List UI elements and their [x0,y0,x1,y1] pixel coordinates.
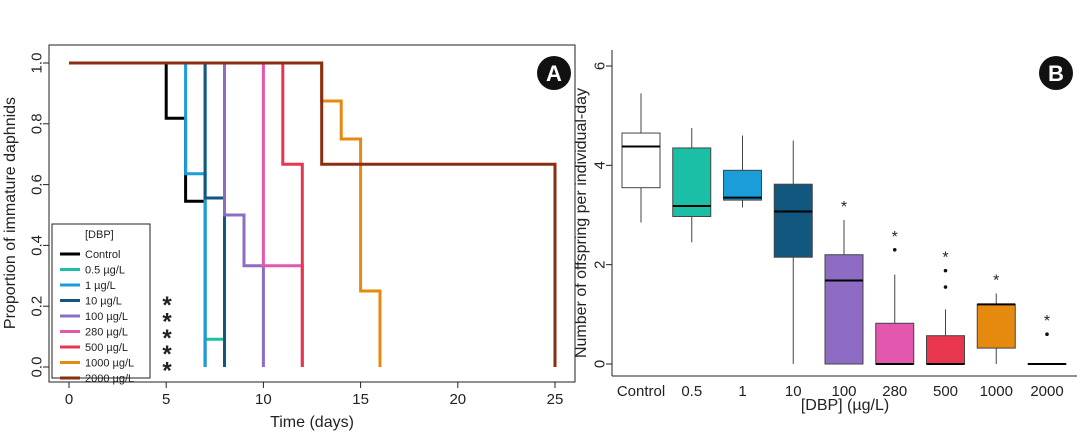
x-tick-label: 10 [255,391,272,408]
panel-a-badge: A [537,56,571,90]
panel-a-y-axis-label: Proportion of immature daphnids [2,97,19,329]
legend-label: 100 µg/L [85,311,128,323]
significance-star: * [1044,313,1050,330]
x-tick-label: 15 [352,391,369,408]
panel-b-y-axis: 0 2 4 6 [592,62,612,368]
y-tick-label: 0.2 [29,296,46,317]
box-group: * [926,250,965,365]
box [875,322,915,365]
x-tick-label: Control [617,383,665,400]
panel-b-x-axis: Control 0.5 1 10 100 280 500 1000 2000 [617,383,1064,400]
y-tick-label: 0.0 [29,357,46,378]
legend-label: 280 µg/L [85,327,128,339]
panel-b-badge: B [1039,56,1073,90]
y-tick-label: 0.8 [29,113,46,134]
x-tick-label: 0 [65,391,73,408]
box [773,183,813,258]
box-group: * [976,272,1016,364]
x-tick-label: 5 [162,391,170,408]
significance-star: * [162,308,172,335]
significance-star: * [841,199,847,216]
legend-label: 500 µg/L [85,342,128,354]
x-tick-label: 280 [882,383,907,400]
box-group: * [1027,313,1067,365]
panel-b-y-axis-label: Number of offspring per individual-day [573,88,590,358]
y-tick-label: 4 [592,161,609,169]
box [621,132,661,189]
y-tick-label: 0.4 [29,235,46,256]
x-tick-label: 1 [738,383,746,400]
legend-label: 10 µg/L [85,296,122,308]
box [926,335,965,365]
y-tick-label: 1.0 [29,53,46,74]
legend-label: 1 µg/L [85,280,116,292]
survival-line [69,61,557,367]
panel-a-x-axis-label: Time (days) [270,414,354,431]
x-tick-label: 25 [547,391,564,408]
outlier-point [943,285,948,289]
panel-a-y-axis: 0.0 0.2 0.4 0.6 0.8 1.0 [29,53,49,378]
box-group [621,93,661,223]
outlier-point [892,247,897,252]
significance-star: * [993,272,999,289]
outlier-point [943,268,948,273]
legend-label: 1000 µg/L [85,358,134,370]
significance-star: * [162,341,172,368]
legend-title: [DBP] [85,229,114,241]
box-group: * [824,199,864,365]
panel-a-badge-label: A [546,61,562,86]
legend-label: 0.5 µg/L [85,265,125,277]
y-tick-label: 6 [592,62,609,70]
x-tick-label: 2000 [1030,383,1063,400]
x-tick-label: 1000 [980,383,1013,400]
box [824,254,864,365]
panel-b-x-axis-label: [DBP] (µg/L) [801,397,889,414]
y-tick-label: 0.6 [29,174,46,195]
box [723,169,762,201]
panel-a-series-lines [69,61,557,367]
legend-label: 2000 µg/L [85,373,134,385]
x-tick-label: 500 [933,383,958,400]
significance-star: * [162,358,172,385]
y-tick-label: 2 [592,260,609,268]
x-tick-label: 100 [831,383,856,400]
significance-star: * [162,292,172,319]
significance-star: * [942,250,948,267]
box-group [773,140,813,364]
outlier-point [1045,332,1049,337]
box-group [672,128,712,243]
x-tick-label: 0.5 [681,383,702,400]
panel-b-badge-label: B [1048,61,1064,86]
panel-a-legend: [DBP] Control 0.5 µg/L 1 µg/L 10 µg/L 100 µg… [51,223,151,385]
x-tick-label: 10 [785,383,802,400]
panel-a-survival-chart: 0.0 0.2 0.4 0.6 0.8 1.0 0 5 10 15 20 25 Time (days… [2,44,576,431]
panel-b-boxes: * * * * * [621,93,1067,365]
x-tick-label: 20 [449,391,466,408]
box-group [723,135,762,208]
panel-a-significance-markers: ***** [162,292,172,385]
legend-label: Control [85,249,120,261]
significance-star: * [162,325,172,352]
y-tick-label: 0 [592,360,609,368]
panel-a-plot-frame [48,44,576,383]
panel-a-x-axis: 0 5 10 15 20 25 [65,382,564,408]
box [976,303,1016,349]
significance-star: * [892,229,898,246]
box-group: * [875,229,915,365]
